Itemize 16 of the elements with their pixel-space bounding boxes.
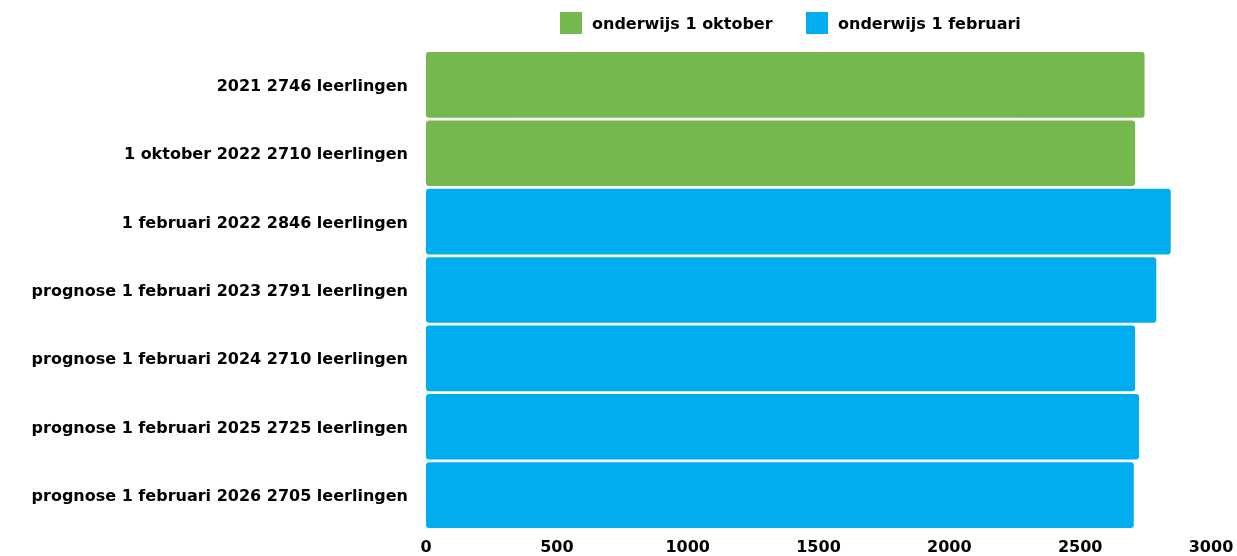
- x-tick-label: 500: [540, 537, 574, 556]
- x-tick-label: 3000: [1188, 537, 1234, 556]
- y-tick-label: 1 oktober 2022 2710 leerlingen: [123, 144, 408, 164]
- legend-label: onderwijs 1 oktober: [592, 14, 773, 33]
- x-tick-label: 2500: [1057, 537, 1103, 556]
- y-tick-label: 2021 2746 leerlingen: [216, 75, 408, 95]
- y-tick-label: prognose 1 februari 2024 2710 leerlingen: [31, 349, 408, 369]
- x-tick-label: 1000: [665, 537, 710, 556]
- y-tick-label: prognose 1 februari 2025 2725 leerlingen: [31, 417, 408, 437]
- y-tick-label: prognose 1 februari 2023 2791 leerlingen: [31, 281, 408, 300]
- x-tick-label: 1500: [796, 537, 841, 556]
- y-tick-label: 1 februari 2022 2846 leerlingen: [121, 212, 408, 232]
- y-tick-label: prognose 1 februari 2026 2705 leerlingen: [31, 486, 408, 506]
- x-tick-label: 2000: [927, 537, 972, 556]
- x-tick-label: 0: [420, 537, 432, 556]
- legend-label: onderwijs 1 februari: [838, 14, 1021, 33]
